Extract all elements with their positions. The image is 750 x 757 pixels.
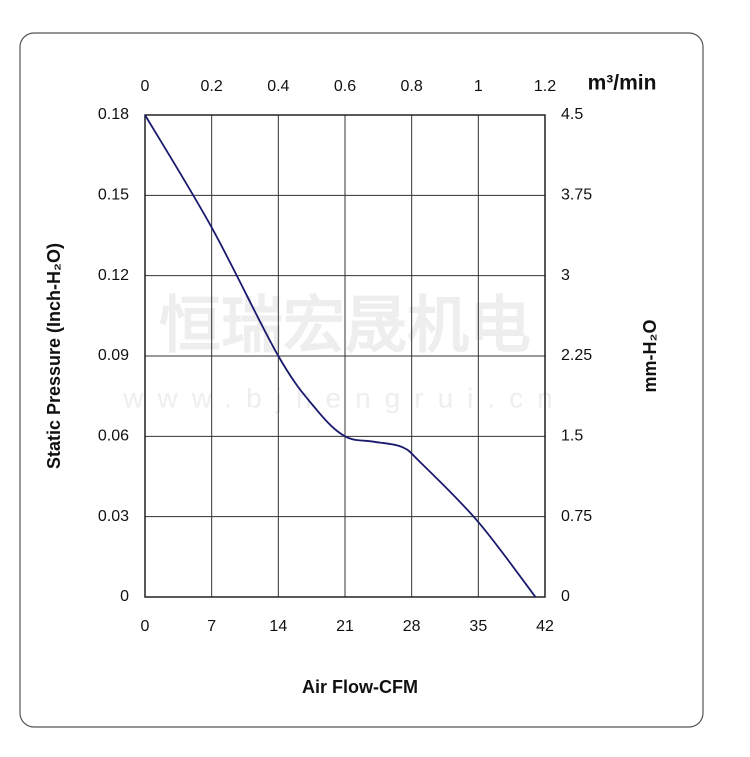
x-tick-label: 14	[269, 618, 287, 635]
x-tick-label: 7	[207, 618, 216, 635]
x2-tick-label: 1.2	[534, 78, 556, 95]
x-tick-label: 35	[469, 618, 487, 635]
x2-axis-label: m³/min	[588, 72, 657, 95]
y-tick-label: 0.03	[98, 508, 129, 525]
plot-frame	[144, 114, 546, 598]
y2-axis-label: mm-H₂O	[640, 319, 660, 392]
x2-tick-label: 0.2	[201, 78, 223, 95]
x2-tick-label: 1	[474, 78, 483, 95]
curve	[144, 114, 537, 598]
card-border	[19, 32, 704, 728]
y2-tick-label: 0	[561, 588, 570, 605]
x-tick-label: 42	[536, 618, 554, 635]
y2-tick-label: 3	[561, 267, 570, 284]
x-axis-label: Air Flow-CFM	[302, 677, 418, 697]
y-tick-label: 0.18	[98, 106, 129, 123]
y-tick-label: 0.09	[98, 347, 129, 364]
y-tick-label: 0.06	[98, 428, 129, 445]
x2-tick-label: 0.4	[267, 78, 289, 95]
y2-tick-label: 2.25	[561, 347, 592, 364]
y-tick-label: 0.12	[98, 267, 129, 284]
x2-tick-label: 0.6	[334, 78, 356, 95]
y-tick-label: 0	[120, 588, 129, 605]
y2-tick-label: 3.75	[561, 187, 592, 204]
x-tick-label: 21	[336, 618, 354, 635]
x2-tick-label: 0	[141, 78, 150, 95]
x2-tick-label: 0.8	[401, 78, 423, 95]
watermark-url: www.bjhengrui.cn	[122, 382, 566, 413]
y2-tick-label: 1.5	[561, 428, 583, 445]
y2-tick-label: 4.5	[561, 106, 583, 123]
y2-tick-label: 0.75	[561, 508, 592, 525]
y-axis-label: Static Pressure (Inch-H₂O)	[44, 243, 64, 469]
y-tick-label: 0.15	[98, 187, 129, 204]
x-tick-label: 0	[141, 618, 150, 635]
x-tick-label: 28	[403, 618, 421, 635]
